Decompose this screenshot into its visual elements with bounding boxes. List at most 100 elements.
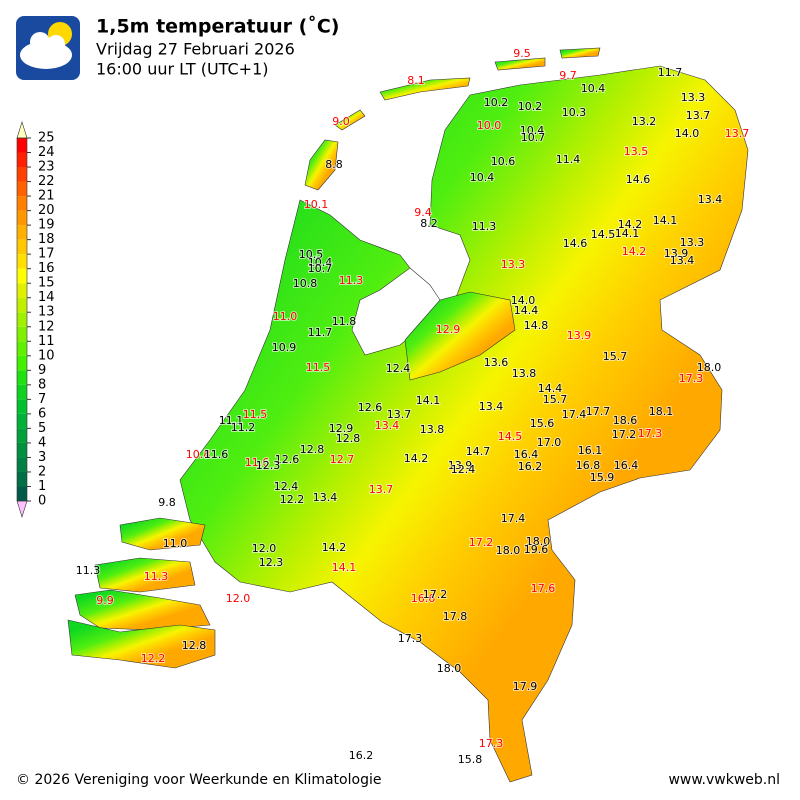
goeree: [119, 517, 206, 551]
colorbar-frame: [16, 137, 28, 502]
colorbar-cell: [17, 442, 27, 458]
station-label: 14.2: [618, 218, 643, 231]
colorbar-cell: [17, 370, 27, 385]
station-label: 18.1: [649, 405, 674, 418]
station-label: 13.5: [624, 145, 649, 158]
station-label: 12.4: [451, 463, 476, 476]
station-label: 18.6: [613, 414, 638, 427]
station-label: 11.1: [219, 414, 244, 427]
ijsselmeer-shore: [409, 267, 441, 301]
station-label: 13.4: [670, 254, 695, 267]
ameland: [494, 57, 546, 71]
station-label: 16.6: [411, 592, 436, 605]
station-label: 13.9: [448, 459, 473, 472]
station-label: 14.2: [322, 541, 347, 554]
colorbar-cell: [17, 297, 27, 313]
stations: 9.59.78.19.0 10.013.713.510.19.413.314.21…: [75, 46, 751, 767]
station-label: 11.0: [163, 537, 188, 550]
station-label: 11.3: [339, 274, 364, 287]
station-label: 12.7: [330, 453, 355, 466]
station-label: 14.0: [675, 127, 700, 140]
station-label: 14.8: [524, 319, 549, 332]
colorbar-tick-label: 19: [38, 218, 55, 233]
station-label: 10.2: [484, 96, 509, 109]
station-label: 10.4: [470, 171, 495, 184]
station-label: 13.4: [313, 491, 338, 504]
colorbar-tick-label: 10: [38, 348, 55, 363]
colorbar: 0123456789101112131415161718192021222324…: [16, 120, 55, 519]
station-label: 12.8: [182, 639, 207, 652]
colorbar-tick-label: 21: [38, 189, 55, 204]
colorbar-tick-label: 5: [38, 421, 46, 436]
station-label: 10.8: [293, 277, 318, 290]
colorbar-tick-label: 3: [38, 450, 46, 465]
station-label: 12.8: [300, 443, 325, 456]
station-label: 13.7: [387, 408, 412, 421]
station-label: 10.4: [308, 256, 333, 269]
station-label: 12.9: [329, 422, 354, 435]
station-label: 14.6: [563, 237, 588, 250]
colorbar-tick-label: 13: [38, 305, 55, 320]
station-label: 11.8: [332, 315, 357, 328]
station-label: 12.4: [274, 480, 299, 493]
station-label: 15.7: [603, 350, 628, 363]
station-label: 14.0: [511, 294, 536, 307]
station-label: 17.4: [562, 408, 587, 421]
schouwen: [94, 557, 196, 593]
station-label: 12.2: [141, 652, 166, 665]
station-label: 14.1: [653, 214, 678, 227]
colorbar-under: [16, 500, 28, 519]
station-label: 11.7: [308, 326, 333, 339]
colorbar-cell: [17, 457, 27, 472]
colorbar-tick-label: 2: [38, 464, 46, 479]
station-label: 9.4: [414, 206, 432, 219]
station-label: 10.9: [272, 341, 297, 354]
station-label: 17.3: [679, 372, 704, 385]
station-label: 14.5: [591, 228, 616, 241]
station-label: 18.0: [437, 662, 462, 675]
station-label: 10.8: [186, 448, 211, 461]
colorbar-cell: [17, 181, 27, 197]
schiermonnikoog: [559, 47, 601, 59]
mainland: [179, 65, 749, 783]
station-label: 11.3: [76, 564, 101, 577]
colorbar-tick-label: 1: [38, 479, 46, 494]
station-label: 19.6: [524, 543, 549, 556]
station-label: 10.5: [299, 248, 324, 261]
flevoland: [404, 291, 516, 381]
station-label: 12.6: [358, 401, 383, 414]
station-label: 11.5: [243, 408, 268, 421]
station-label: 12.0: [252, 542, 277, 555]
colorbar-tick-label: 22: [38, 174, 55, 189]
station-label: 13.8: [512, 367, 537, 380]
station-label: 12.2: [280, 493, 305, 506]
colorbar-tick-label: 14: [38, 290, 55, 305]
vlieland: [334, 109, 366, 131]
colorbar-cell: [17, 413, 27, 429]
colorbar-cell: [17, 326, 27, 342]
colorbar-cell: [17, 225, 27, 240]
station-label: 17.9: [513, 680, 538, 693]
station-label: 14.1: [416, 394, 441, 407]
station-label: 9.9: [96, 594, 114, 607]
station-label: 17.3: [398, 632, 423, 645]
station-label: 10.4: [520, 124, 545, 137]
colorbar-cell: [17, 355, 27, 371]
station-label: 13.3: [501, 258, 526, 271]
colorbar-tick-label: 17: [38, 247, 55, 262]
station-label: 9.8: [158, 496, 176, 509]
title: 1,5m temperatuur (˚C): [96, 15, 339, 38]
station-label: 18.0: [526, 535, 551, 548]
colorbar-tick-label: 23: [38, 160, 55, 175]
colorbar-tick-label: 6: [38, 406, 46, 421]
station-label: 13.2: [632, 115, 657, 128]
colorbar-tick-label: 0: [38, 494, 46, 509]
station-label: 11.6: [204, 448, 229, 461]
colorbar-tick-label: 11: [38, 334, 55, 349]
station-label: 17.0: [537, 436, 562, 449]
station-label: 12.6: [275, 453, 300, 466]
colorbar-tick-label: 20: [38, 203, 55, 218]
colorbar-tick-label: 25: [38, 131, 55, 146]
station-label: 13.9: [567, 329, 592, 342]
